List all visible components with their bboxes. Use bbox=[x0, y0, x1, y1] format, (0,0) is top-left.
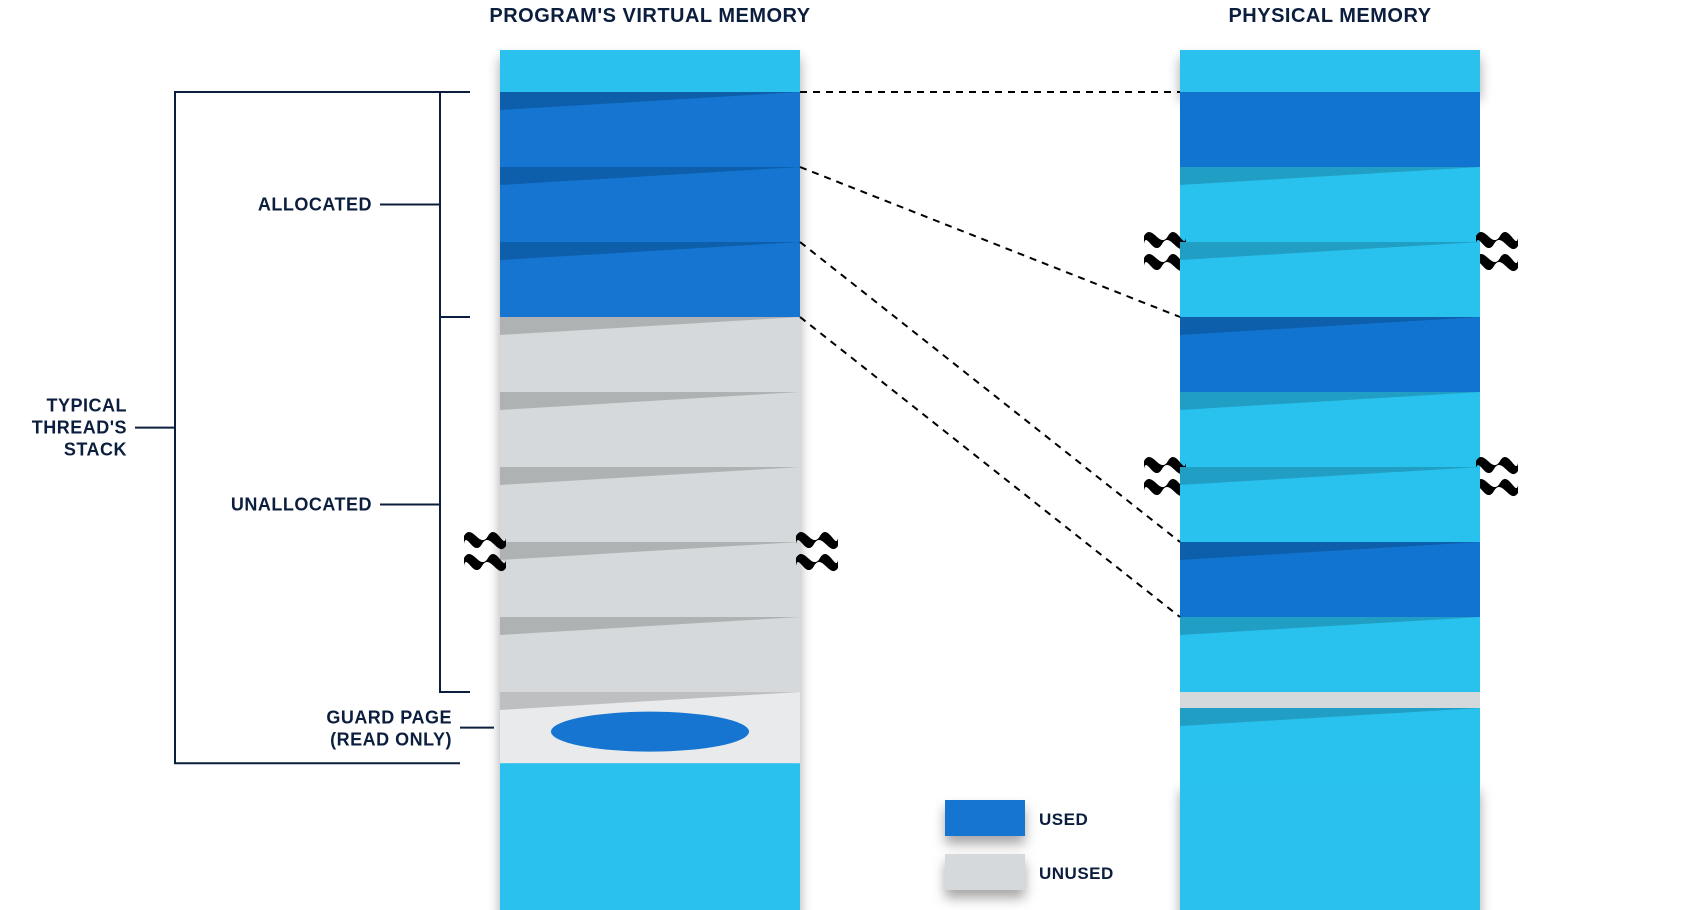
virtual-memory-column bbox=[500, 50, 800, 910]
mapping-line bbox=[800, 317, 1180, 617]
memory-slab bbox=[1180, 317, 1480, 392]
memory-slab bbox=[1180, 708, 1480, 783]
header-virtual: PROGRAM'S VIRTUAL MEMORY bbox=[489, 5, 810, 27]
break-icon bbox=[796, 532, 838, 571]
memory-slab bbox=[1180, 392, 1480, 467]
mapping-line bbox=[800, 167, 1180, 317]
memory-slab bbox=[500, 542, 800, 617]
legend-swatch-used bbox=[945, 800, 1025, 836]
memory-slab bbox=[500, 392, 800, 467]
memory-slab bbox=[1180, 617, 1480, 692]
label-stack: TYPICAL bbox=[46, 396, 127, 416]
legend-label-unused: UNUSED bbox=[1039, 864, 1114, 883]
memory-slab bbox=[500, 167, 800, 242]
memory-slab bbox=[500, 467, 800, 542]
break-icon bbox=[464, 532, 506, 571]
legend-label-used: USED bbox=[1039, 810, 1088, 829]
mapping-line bbox=[800, 242, 1180, 542]
memory-slab bbox=[1180, 167, 1480, 242]
memory-slab bbox=[500, 617, 800, 692]
bracket-allocated bbox=[440, 92, 470, 317]
memory-slab bbox=[500, 242, 800, 317]
break-icon bbox=[1144, 232, 1186, 271]
memory-slab bbox=[500, 92, 800, 167]
bracket-unallocated bbox=[440, 317, 470, 692]
mapping-lines bbox=[800, 92, 1180, 617]
bracket-stack bbox=[175, 92, 210, 763]
memory-slab bbox=[1180, 542, 1480, 617]
break-icon bbox=[1476, 232, 1518, 271]
label-guard: (READ ONLY) bbox=[330, 730, 452, 750]
label-unallocated: UNALLOCATED bbox=[231, 495, 372, 515]
label-stack: THREAD'S bbox=[32, 418, 127, 438]
legend-swatch-unused bbox=[945, 854, 1025, 890]
memory-slab bbox=[1180, 467, 1480, 542]
label-guard: GUARD PAGE bbox=[326, 708, 452, 728]
legend bbox=[945, 800, 1025, 890]
guard-page-ellipse bbox=[551, 712, 749, 752]
break-icon bbox=[1144, 457, 1186, 496]
label-stack: STACK bbox=[64, 440, 127, 460]
memory-slab bbox=[1180, 242, 1480, 317]
break-icon bbox=[1476, 457, 1518, 496]
memory-slab bbox=[1180, 692, 1480, 708]
header-physical: PHYSICAL MEMORY bbox=[1228, 5, 1431, 27]
memory-slab bbox=[500, 317, 800, 392]
label-allocated: ALLOCATED bbox=[258, 195, 372, 215]
memory-slab bbox=[1180, 92, 1480, 167]
